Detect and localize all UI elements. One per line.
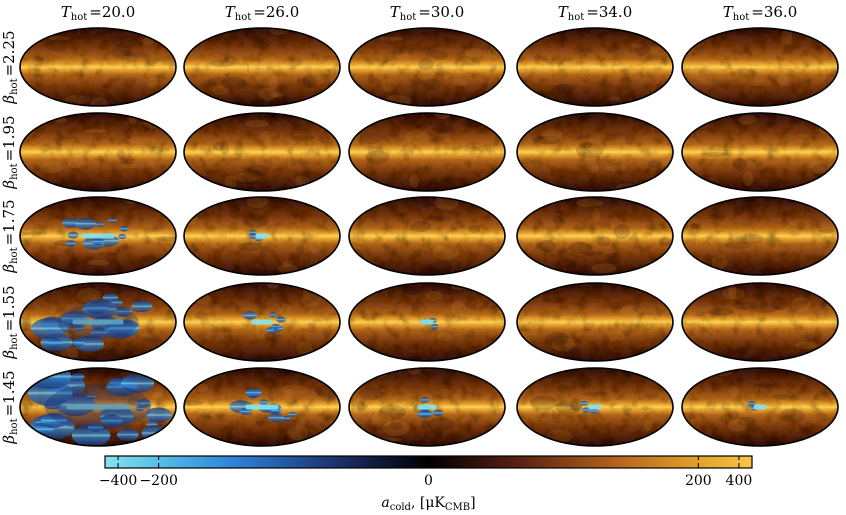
column-title: Thot =34.0 <box>558 3 632 23</box>
sky-map-r2-c3 <box>348 112 506 192</box>
row-title: βhot=1.75 <box>0 199 20 273</box>
row-title: βhot=1.95 <box>0 115 20 189</box>
sky-map-r2-c1 <box>19 112 177 192</box>
sky-map-fill <box>682 28 838 106</box>
sky-map-outline <box>681 27 839 107</box>
column-title: Thot =20.0 <box>61 3 135 23</box>
sky-map-r5-c5 <box>681 367 839 447</box>
colorbar-tick-label: 0 <box>424 473 433 489</box>
sky-map-outline <box>19 27 177 107</box>
sky-map-r3-c4 <box>516 196 674 276</box>
sky-map-fill <box>682 197 838 275</box>
sky-map-r2-c5 <box>681 112 839 192</box>
sky-map-r3-c1 <box>19 196 177 276</box>
sky-map-outline <box>348 282 506 362</box>
sky-map-r1-c5 <box>681 27 839 107</box>
sky-map-fill <box>517 28 673 106</box>
column-title: Thot =30.0 <box>390 3 464 23</box>
sky-map-outline <box>19 367 177 447</box>
sky-map-outline <box>348 196 506 276</box>
sky-map-fill <box>349 113 505 191</box>
sky-map-outline <box>516 367 674 447</box>
sky-map-outline <box>183 27 341 107</box>
sky-map-outline <box>681 112 839 192</box>
sky-map-outline <box>348 27 506 107</box>
sky-map-outline <box>681 367 839 447</box>
column-titles: Thot =20.0 Thot =26.0 Thot =30.0 Thot =34.0 Thot… <box>61 3 797 23</box>
sky-map-outline <box>183 112 341 192</box>
sky-map-outline <box>681 282 839 362</box>
sky-map-fill <box>682 113 838 191</box>
sky-map-fill <box>517 113 673 191</box>
sky-map-grid <box>19 27 839 447</box>
sky-map-outline <box>516 27 674 107</box>
colorbar-tick-label: −400 <box>99 473 137 489</box>
row-title: βhot=1.45 <box>0 370 20 444</box>
sky-map-r5-c2 <box>183 367 341 447</box>
sky-map-r3-c3 <box>348 196 506 276</box>
sky-map-r2-c4 <box>516 112 674 192</box>
sky-map-fill <box>20 28 176 106</box>
sky-map-r2-c2 <box>183 112 341 192</box>
sky-map-outline <box>19 282 177 362</box>
column-title: Thot =36.0 <box>723 3 797 23</box>
sky-map-fill <box>20 113 176 191</box>
sky-map-r1-c2 <box>183 27 341 107</box>
sky-map-r5-c4 <box>516 367 674 447</box>
sky-map-fill <box>517 283 673 361</box>
sky-map-outline <box>516 282 674 362</box>
sky-map-outline <box>681 196 839 276</box>
sky-map-fill <box>349 197 505 275</box>
row-title: βhot=2.25 <box>0 30 20 104</box>
sky-map-r4-c3 <box>348 282 506 362</box>
sky-map-r1-c1 <box>19 27 177 107</box>
column-title: Thot =26.0 <box>225 3 299 23</box>
sky-map-fill <box>682 283 838 361</box>
colorbar-label: acold, [μKCMB] <box>381 495 475 513</box>
row-titles: βhot=2.25 βhot=1.95 βhot=1.75 βhot=1.55 βhot… <box>0 30 20 444</box>
sky-map-r3-c2 <box>183 196 341 276</box>
sky-map-r4-c4 <box>516 282 674 362</box>
sky-map-r5-c1 <box>19 367 177 447</box>
sky-map-outline <box>516 112 674 192</box>
sky-map-fill <box>349 28 505 106</box>
sky-map-outline <box>183 367 341 447</box>
sky-map-r4-c5 <box>681 282 839 362</box>
colorbar: −400 −200 0 200 400 acold, [μKCMB] <box>99 455 753 513</box>
sky-map-r5-c3 <box>348 367 506 447</box>
sky-map-outline <box>348 367 506 447</box>
sky-map-outline <box>19 196 177 276</box>
sky-map-outline <box>183 196 341 276</box>
sky-map-r4-c1 <box>19 282 177 362</box>
colorbar-tick-label: 400 <box>726 473 753 489</box>
sky-map-fill <box>517 197 673 275</box>
colorbar-tick-label: 200 <box>685 473 712 489</box>
row-title: βhot=1.55 <box>0 285 20 359</box>
sky-map-r3-c5 <box>681 196 839 276</box>
colorbar-tick-label: −200 <box>139 473 177 489</box>
sky-map-r1-c4 <box>516 27 674 107</box>
sky-map-fill <box>184 113 340 191</box>
sky-map-outline <box>516 196 674 276</box>
sky-map-r1-c3 <box>348 27 506 107</box>
sky-map-outline <box>19 112 177 192</box>
sky-map-outline <box>348 112 506 192</box>
sky-map-fill <box>184 28 340 106</box>
sky-map-outline <box>183 282 341 362</box>
sky-map-r4-c2 <box>183 282 341 362</box>
